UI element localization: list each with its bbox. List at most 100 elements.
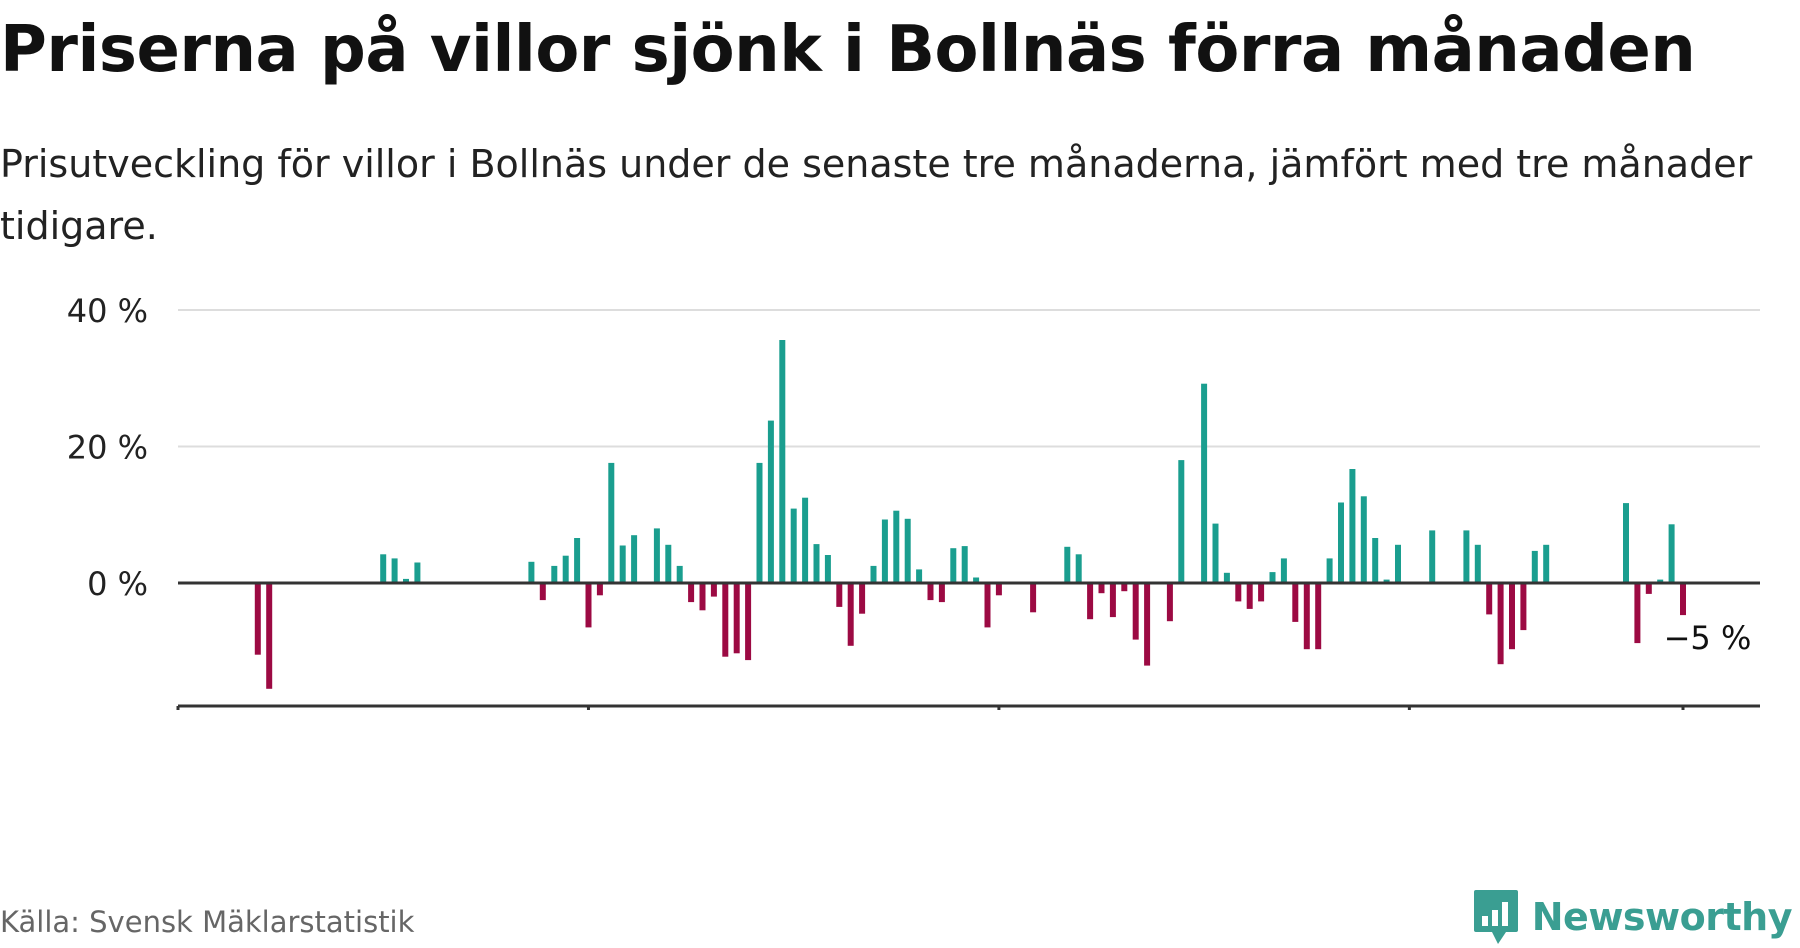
bar-2023-01 <box>1680 583 1686 616</box>
bar-2013-07 <box>380 554 387 583</box>
brand-name: Newsworthy <box>1531 895 1793 939</box>
bar-2020-04 <box>1303 583 1310 650</box>
bar-2020-11 <box>1383 579 1390 583</box>
bar-2018-07 <box>1064 546 1071 583</box>
bar-2015-05 <box>631 535 638 583</box>
bar-2021-03 <box>1429 530 1436 583</box>
bar-2018-04 <box>1030 583 1037 613</box>
bar-2016-12 <box>847 583 854 646</box>
labels: 0 %20 %40 %20122015201820212023−5 % <box>67 292 1752 657</box>
bar-2013-10 <box>414 562 421 583</box>
bar-2022-01 <box>1543 544 1550 583</box>
bar-2020-12 <box>1395 544 1401 583</box>
bar-2020-08 <box>1349 469 1356 583</box>
bar-2018-08 <box>1075 554 1082 583</box>
bar-2022-08 <box>1623 503 1629 583</box>
bar-2022-09 <box>1634 583 1641 644</box>
brand-logo[interactable]: Newsworthy <box>1472 888 1793 946</box>
bar-2019-08 <box>1212 523 1219 583</box>
bar-2019-01 <box>1132 583 1139 640</box>
bar-2014-11 <box>562 555 569 583</box>
bar-2019-07 <box>1201 383 1208 583</box>
bar-2015-03 <box>608 462 615 583</box>
bar-2015-04 <box>619 545 626 583</box>
bar-2019-12 <box>1258 583 1265 602</box>
bar-2020-02 <box>1280 558 1287 583</box>
bar-2018-11 <box>1109 583 1116 618</box>
bar-2017-07 <box>927 583 934 601</box>
bar-2016-01 <box>722 583 729 657</box>
bar-2017-04 <box>893 510 900 583</box>
bar-2016-11 <box>836 583 843 607</box>
bar-2020-07 <box>1338 502 1344 583</box>
bar-2018-01 <box>995 583 1002 596</box>
bar-2021-12 <box>1531 550 1538 583</box>
bar-2017-08 <box>938 583 945 603</box>
bar-2015-01 <box>585 583 592 628</box>
bar-2019-09 <box>1223 572 1230 583</box>
bar-2016-04 <box>756 462 763 583</box>
bar-2015-08 <box>665 544 672 583</box>
bar-2016-06 <box>779 340 786 583</box>
bar-2015-10 <box>688 583 695 603</box>
bar-2020-03 <box>1292 583 1299 622</box>
bar-2012-08 <box>254 583 261 655</box>
bar-2019-04 <box>1166 583 1173 622</box>
bar-2020-09 <box>1360 496 1367 583</box>
gridlines <box>178 309 1760 448</box>
bar-2017-12 <box>984 583 991 628</box>
bar-2015-11 <box>699 583 706 611</box>
bar-2016-08 <box>802 497 809 583</box>
bar-2017-06 <box>916 569 923 583</box>
bar-2013-09 <box>403 578 409 583</box>
bar-2016-07 <box>790 508 797 583</box>
y-tick-label: 40 % <box>67 292 148 330</box>
bar-2020-06 <box>1326 558 1333 583</box>
bar-2022-11 <box>1657 579 1664 583</box>
bar-2016-10 <box>824 555 831 583</box>
bar-2021-11 <box>1520 583 1527 631</box>
bar-2016-09 <box>813 544 820 583</box>
bar-2022-12 <box>1668 524 1675 583</box>
bar-2016-02 <box>733 583 740 654</box>
axes <box>176 581 1760 710</box>
bar-2021-06 <box>1463 530 1470 583</box>
bar-2020-05 <box>1315 583 1322 650</box>
bar-2017-09 <box>950 548 957 583</box>
bar-2017-10 <box>961 546 968 583</box>
bar-2014-10 <box>551 565 558 583</box>
bar-2021-07 <box>1474 544 1481 583</box>
y-tick-label: 20 % <box>67 429 148 467</box>
bar-2014-08 <box>528 561 535 583</box>
bar-2019-02 <box>1144 583 1151 666</box>
bar-2014-09 <box>539 583 546 601</box>
chart-title: Priserna på villor sjönk i Bollnäs förra… <box>0 13 1696 87</box>
bar-2019-05 <box>1178 460 1185 583</box>
bar-2021-08 <box>1486 583 1493 615</box>
bar-2018-12 <box>1121 583 1128 592</box>
bar-2020-10 <box>1372 538 1379 583</box>
newsworthy-logo-icon <box>1473 890 1518 944</box>
bar-2018-09 <box>1087 583 1094 620</box>
bar-2020-01 <box>1269 572 1276 583</box>
bar-2019-11 <box>1246 583 1253 609</box>
y-tick-label: 0 % <box>87 565 148 603</box>
bar-2017-11 <box>973 577 980 583</box>
bar-2021-09 <box>1497 583 1504 665</box>
bar-2015-07 <box>653 528 660 583</box>
bar-2022-10 <box>1645 583 1652 594</box>
bar-2019-10 <box>1235 583 1242 602</box>
bar-2014-12 <box>574 538 581 583</box>
bar-2015-02 <box>596 583 603 596</box>
bar-2013-08 <box>391 558 398 583</box>
bar-2016-05 <box>767 420 774 583</box>
source-note: Källa: Svensk Mäklarstatistik <box>0 905 415 939</box>
bar-2012-09 <box>266 583 273 689</box>
bar-2015-12 <box>710 583 717 597</box>
bar-2015-09 <box>676 565 683 583</box>
chart-subtitle: Prisutveckling för villor i Bollnäs unde… <box>0 142 1753 248</box>
bar-2017-01 <box>859 583 866 614</box>
bar-2017-03 <box>881 519 888 583</box>
bar-2021-10 <box>1509 583 1515 650</box>
bar-2017-02 <box>870 565 877 583</box>
